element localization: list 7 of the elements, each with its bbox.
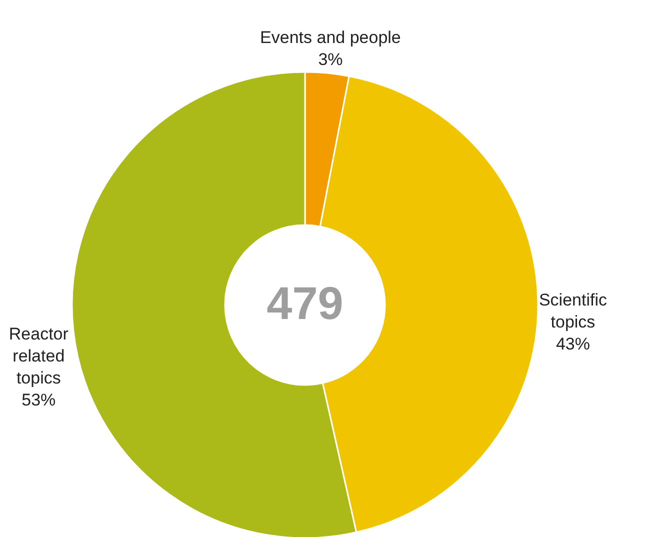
data-label: 53% — [22, 390, 56, 410]
slice-label: Reactor related topics — [8, 324, 69, 388]
data-label: 3% — [318, 50, 343, 70]
data-label: 43% — [556, 334, 590, 354]
slice-label: Scientific topics — [538, 290, 608, 332]
text: 479 — [266, 277, 344, 329]
slice-label: Events and people — [260, 28, 401, 48]
